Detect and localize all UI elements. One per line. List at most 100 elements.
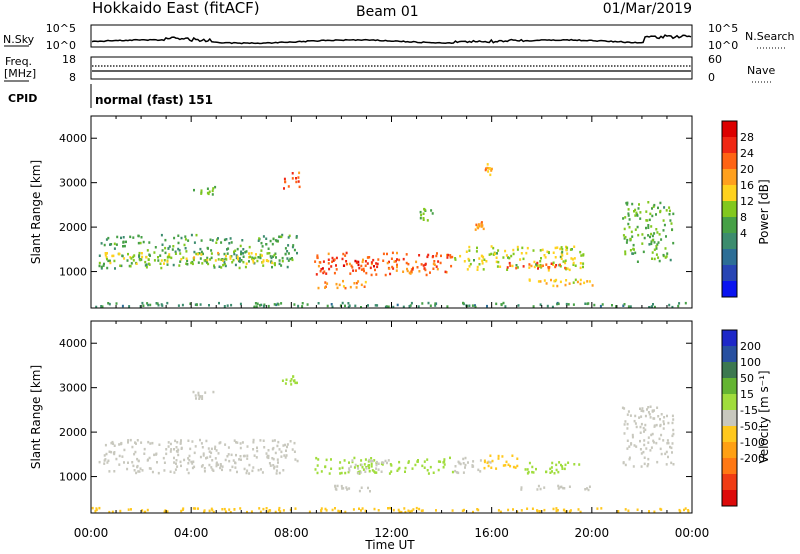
power-cell (352, 269, 355, 272)
power-cell (238, 266, 241, 270)
velocity-cell (532, 471, 535, 474)
power-cell (172, 245, 175, 248)
power-cell (662, 219, 665, 222)
colorbar-tick-label: 50 (740, 372, 754, 385)
power-cell (552, 251, 555, 254)
velocity-cell (563, 508, 566, 512)
velocity-cell (367, 460, 370, 463)
velocity-cell (672, 432, 675, 436)
power-cell (478, 263, 481, 266)
power-cell (100, 242, 103, 245)
velocity-cell (179, 441, 182, 444)
power-cell (628, 218, 631, 221)
power-cell (375, 273, 378, 276)
power-cell (278, 235, 281, 238)
velocity-cell (551, 470, 553, 473)
velocity-cell (248, 463, 251, 467)
power-cell (571, 258, 574, 261)
velocity-cell (180, 439, 182, 442)
velocity-cell (186, 468, 189, 471)
velocity-cell (471, 465, 474, 468)
velocity-cell (176, 465, 179, 468)
power-cell (629, 305, 632, 308)
velocity-cell (123, 461, 125, 464)
power-cell (291, 257, 293, 260)
power-cell (508, 261, 511, 265)
power-cell (354, 304, 357, 308)
power-cell (222, 263, 225, 267)
power-cell (466, 268, 469, 271)
power-cell (241, 239, 244, 242)
power-cell (627, 222, 630, 226)
power-cell (551, 305, 554, 309)
power-cell (345, 260, 348, 263)
velocity-cell (437, 468, 440, 472)
velocity-cell (643, 462, 646, 466)
power-cell (653, 257, 656, 261)
power-cell (511, 264, 514, 268)
power-cell (193, 188, 195, 192)
velocity-cell (646, 408, 648, 411)
power-cell (192, 258, 195, 262)
power-cell (418, 270, 421, 273)
power-cell (217, 258, 220, 261)
power-cell (210, 249, 213, 252)
velocity-cell (558, 461, 561, 464)
power-cell (396, 251, 398, 255)
colorbar-tick-label: -100 (740, 436, 765, 449)
power-cell (427, 253, 430, 257)
velocity-cell (353, 466, 356, 469)
power-cell (406, 269, 409, 273)
velocity-cell (246, 457, 249, 460)
power-cell (474, 228, 477, 231)
power-cell (593, 303, 596, 307)
velocity-cell (435, 509, 437, 512)
power-cell (476, 268, 479, 271)
velocity-cell (115, 457, 118, 461)
power-cell (444, 270, 447, 274)
power-cell (211, 239, 214, 242)
power-cell (382, 252, 385, 256)
velocity-cell (284, 443, 286, 447)
power-cell (424, 263, 427, 267)
power-cell (516, 248, 519, 251)
power-cell (183, 243, 186, 247)
velocity-cell (629, 414, 632, 417)
power-cell (657, 256, 660, 259)
velocity-cell (567, 461, 570, 464)
power-cell (213, 266, 216, 269)
power-cell (627, 212, 630, 215)
velocity-cell (672, 463, 675, 466)
velocity-cell (388, 472, 391, 475)
power-cell (658, 233, 661, 236)
power-cell (170, 256, 173, 260)
power-cell (164, 246, 167, 250)
velocity-cell (497, 509, 500, 512)
power-cell (419, 210, 422, 214)
velocity-cell (344, 510, 347, 514)
power-cell (476, 246, 478, 250)
power-cell (267, 247, 270, 250)
velocity-cell (180, 509, 183, 513)
power-cell (388, 260, 390, 264)
velocity-cell (187, 471, 190, 475)
power-cell (364, 264, 367, 267)
velocity-cell (268, 509, 271, 512)
velocity-cell (199, 438, 201, 442)
power-cell (484, 168, 487, 172)
velocity-cell (600, 507, 603, 510)
power-cell (506, 266, 509, 269)
x-tick-label: 08:00 (274, 526, 309, 540)
velocity-cell (107, 459, 110, 462)
power-cell (113, 259, 116, 263)
power-cell (580, 254, 583, 257)
velocity-cell (340, 471, 343, 475)
velocity-cell (507, 508, 510, 512)
power-cell (281, 256, 284, 260)
velocity-cell (340, 484, 343, 488)
velocity-cell (545, 470, 548, 473)
power-cell (206, 191, 209, 195)
velocity-cell (139, 467, 142, 470)
power-cell (396, 263, 398, 267)
